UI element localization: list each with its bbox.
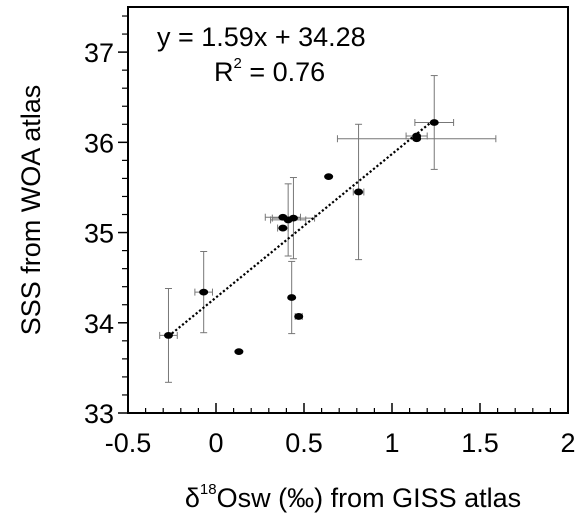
error-bars bbox=[160, 76, 496, 383]
data-point bbox=[287, 294, 296, 301]
x-tick-label: 0.5 bbox=[285, 428, 323, 458]
x-tick-label: 1.5 bbox=[461, 428, 499, 458]
plot-frame bbox=[128, 7, 568, 413]
r2-base: R bbox=[214, 57, 234, 87]
axis-ticks bbox=[118, 16, 568, 413]
r-squared-annotation: R2 = 0.76 bbox=[214, 55, 325, 87]
regression-line bbox=[168, 120, 434, 337]
y-tick-label: 34 bbox=[84, 309, 114, 339]
data-point bbox=[164, 332, 173, 339]
data-point bbox=[278, 225, 287, 232]
x-tick-label: 2 bbox=[560, 428, 575, 458]
data-point bbox=[199, 289, 208, 296]
y-tick-label: 36 bbox=[84, 128, 114, 158]
x-tick-label: 1 bbox=[384, 428, 399, 458]
x-tick-label: 0 bbox=[208, 428, 223, 458]
x-title-rest: Osw (‰) from GISS atlas bbox=[217, 483, 522, 513]
r2-superscript: 2 bbox=[234, 55, 242, 72]
x-title-superscript: 18 bbox=[200, 481, 217, 498]
r2-value: = 0.76 bbox=[242, 57, 325, 87]
y-tick-label: 37 bbox=[84, 38, 114, 68]
data-point bbox=[412, 135, 421, 142]
x-tick-label: -0.5 bbox=[105, 428, 152, 458]
data-point bbox=[354, 189, 363, 196]
y-tick-label: 35 bbox=[84, 219, 114, 249]
regression-equation: y = 1.59x + 34.28 bbox=[157, 22, 366, 52]
data-point bbox=[294, 313, 303, 320]
data-point bbox=[430, 119, 439, 126]
tick-labels: -0.5 0 0.5 1 1.5 2 33 34 35 36 37 bbox=[84, 38, 576, 458]
data-point bbox=[234, 348, 243, 355]
x-axis-title: δ18Osw (‰) from GISS atlas bbox=[185, 481, 521, 513]
y-tick-label: 33 bbox=[84, 399, 114, 429]
data-point bbox=[289, 215, 298, 222]
y-axis-title: SSS from WOA atlas bbox=[16, 85, 46, 336]
data-points bbox=[164, 119, 439, 355]
x-title-delta: δ bbox=[185, 483, 200, 513]
data-point bbox=[324, 173, 333, 180]
